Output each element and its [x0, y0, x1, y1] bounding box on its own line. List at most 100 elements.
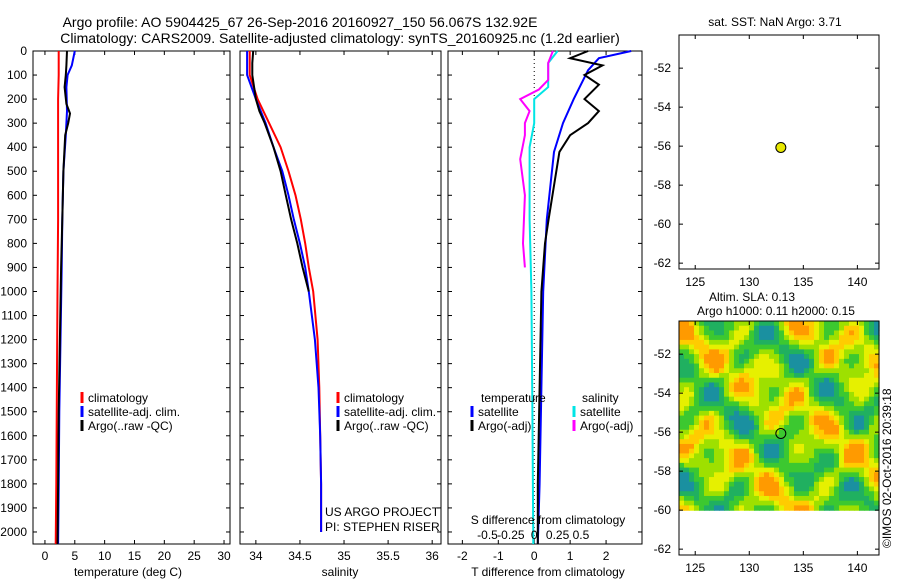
sla-cell: [789, 382, 795, 388]
legend-header: salinity: [582, 391, 619, 405]
sla-cell: [829, 415, 835, 421]
depth-tick-label: 500: [7, 164, 27, 178]
sla-cell: [824, 339, 830, 346]
sla-cell: [844, 344, 850, 350]
sla-cell: [859, 363, 865, 369]
sla-cell: [694, 406, 700, 412]
sla-cell: [804, 377, 810, 384]
sla-cell: [679, 368, 685, 374]
sla-cell: [724, 410, 730, 417]
sla-cell: [764, 486, 770, 492]
sla-cell: [774, 382, 780, 388]
sla-cell: [754, 467, 760, 473]
sla-cell: [794, 410, 800, 417]
sla-cell: [794, 453, 800, 459]
sla-cell: [754, 410, 760, 417]
sla-cell: [689, 358, 695, 365]
sla-cell: [789, 339, 795, 346]
sla-cell: [769, 495, 775, 502]
sla-cell: [874, 344, 880, 350]
sla-cell: [869, 344, 875, 350]
sla-cell: [689, 349, 695, 355]
sla-cell: [829, 406, 835, 412]
sla-cell: [744, 349, 750, 355]
sla-cell: [869, 434, 875, 440]
sla-cell: [774, 505, 780, 511]
sla-cell: [804, 434, 810, 440]
sla-cell: [794, 377, 800, 384]
sla-cell: [809, 325, 815, 332]
sla-cell: [724, 425, 730, 431]
sla-cell: [699, 330, 705, 336]
x-tick-label: -2: [457, 549, 468, 563]
sla-cell: [734, 377, 740, 384]
sla-cell: [864, 481, 870, 488]
sla-cell: [694, 335, 700, 341]
altimetry-map: Altim. SLA: 0.13 Argo h1000: 0.11 h2000:…: [654, 290, 880, 575]
sla-cell: [774, 429, 780, 436]
sla-cell: [854, 500, 860, 507]
sla-cell: [724, 439, 730, 445]
sla-cell: [729, 363, 735, 369]
sla-cell: [714, 339, 720, 346]
sla-cell: [699, 373, 705, 379]
sla-cell: [769, 373, 775, 379]
map-y-tick-label: -56: [654, 425, 672, 439]
sla-cell: [839, 368, 845, 374]
map-y-tick-label: -54: [654, 100, 672, 114]
sla-cell: [744, 495, 750, 502]
sla-cell: [804, 500, 810, 507]
sla-cell: [804, 330, 810, 336]
sla-cell: [789, 363, 795, 369]
sla-cell: [869, 425, 875, 431]
sla-cell: [839, 481, 845, 488]
sla-cell: [769, 368, 775, 374]
sla-cell: [714, 363, 720, 369]
sla-cell: [749, 358, 755, 365]
sla-cell: [744, 339, 750, 346]
sla-cell: [834, 495, 840, 502]
sla-cell: [794, 505, 800, 511]
sla-cell: [759, 330, 765, 336]
sla-cell: [809, 321, 815, 327]
sla-cell: [689, 330, 695, 336]
salinity-y-ticks: [240, 50, 441, 533]
sla-cell: [854, 358, 860, 365]
sla-cell: [699, 321, 705, 327]
sla-cell: [739, 410, 745, 417]
sla-cell: [794, 325, 800, 332]
sla-cell: [684, 477, 690, 483]
sla-cell: [794, 387, 800, 393]
sla-cell: [839, 439, 845, 445]
sla-cell: [799, 406, 805, 412]
sla-cell: [849, 349, 855, 355]
sla-cell: [754, 486, 760, 492]
sla-cell: [789, 406, 795, 412]
sla-cell: [704, 462, 710, 469]
sla-cell: [789, 387, 795, 393]
sla-cell: [724, 491, 730, 497]
sla-cell: [744, 420, 750, 426]
sla-cell: [709, 406, 715, 412]
sla-cell: [694, 486, 700, 492]
sla-cell: [714, 434, 720, 440]
sla-cell: [784, 505, 790, 511]
sla-cell: [754, 321, 760, 327]
sla-cell: [844, 368, 850, 374]
sla-cell: [699, 339, 705, 346]
s-tick-label: 0: [531, 528, 538, 542]
sla-cell: [869, 429, 875, 436]
sla-cell: [689, 339, 695, 346]
sla-cell: [729, 415, 735, 421]
sla-cell: [734, 349, 740, 355]
sla-cell: [744, 505, 750, 511]
sla-cell: [829, 486, 835, 492]
sla-cell: [764, 358, 770, 365]
sla-cell: [874, 363, 880, 369]
sla-cell: [844, 415, 850, 421]
sla-cell: [784, 458, 790, 464]
sla-cell: [864, 486, 870, 492]
sla-cell: [714, 335, 720, 341]
sla-cell: [684, 448, 690, 455]
sla-cell: [764, 321, 770, 327]
